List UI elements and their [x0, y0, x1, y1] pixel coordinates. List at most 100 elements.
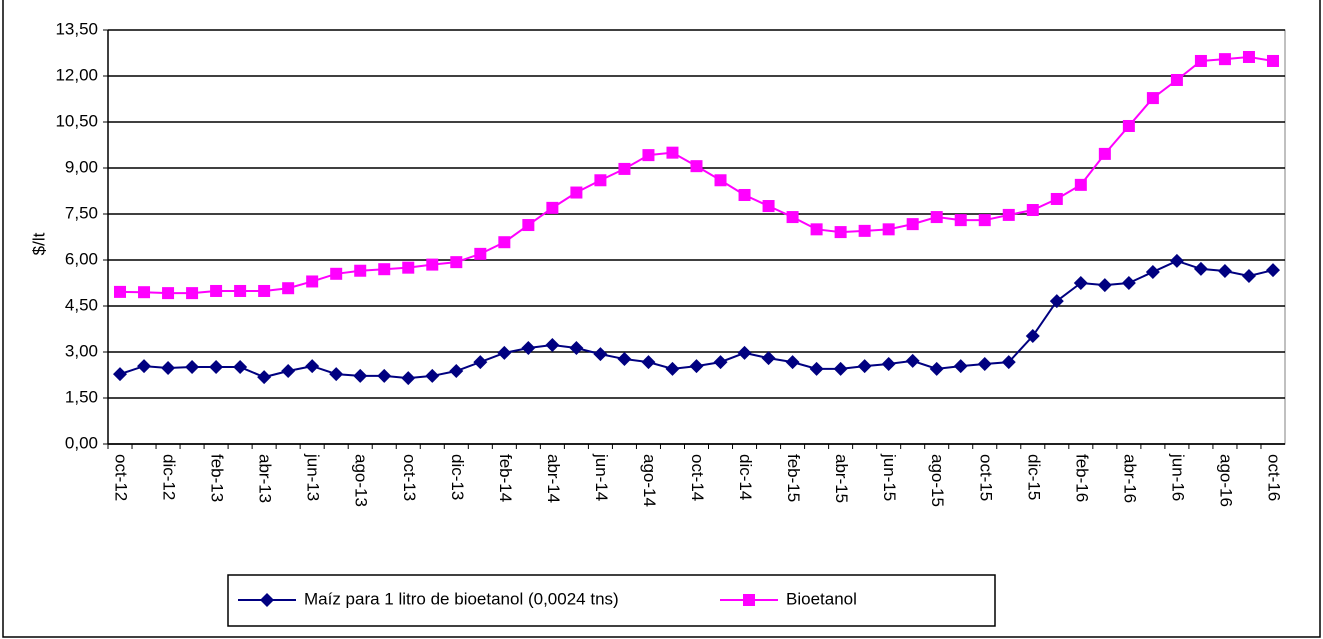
plot-area — [107, 29, 1286, 445]
legend-marker — [260, 593, 274, 607]
data-point — [690, 160, 703, 173]
data-point — [257, 370, 272, 385]
data-point — [186, 287, 199, 300]
data-point — [665, 361, 680, 376]
data-point — [569, 341, 584, 356]
x-tick-label: ago-13 — [352, 454, 371, 507]
x-tick-label: dic-14 — [736, 454, 755, 500]
data-point — [858, 224, 871, 237]
data-point — [954, 214, 967, 227]
data-point — [402, 261, 415, 274]
x-tick-label: dic-15 — [1024, 454, 1043, 500]
data-point — [929, 361, 944, 376]
data-point — [138, 286, 151, 299]
x-tick-label: dic-13 — [448, 454, 467, 500]
data-point — [857, 359, 872, 374]
data-point — [1025, 329, 1040, 344]
data-point — [833, 361, 848, 376]
data-point — [401, 371, 416, 386]
x-tick-label: jun-13 — [304, 453, 323, 501]
legend-marker — [743, 594, 755, 606]
data-point — [234, 284, 247, 297]
y-tick-label: 3,00 — [65, 341, 98, 360]
data-point — [1074, 178, 1087, 191]
y-tick-label: 1,50 — [65, 387, 98, 406]
x-tick-label: oct-13 — [400, 454, 419, 501]
data-point — [617, 352, 632, 367]
data-point — [377, 368, 392, 383]
x-tick-label: oct-12 — [112, 454, 131, 501]
data-point — [761, 351, 776, 366]
x-tick-label: feb-14 — [496, 454, 515, 502]
data-point — [809, 361, 824, 376]
data-point — [306, 275, 319, 288]
y-tick-label: 10,50 — [55, 111, 98, 130]
data-point — [258, 284, 271, 297]
data-point — [882, 223, 895, 236]
data-point — [545, 337, 560, 352]
x-tick-label: oct-14 — [688, 454, 707, 501]
data-point — [1050, 192, 1063, 205]
data-point — [353, 368, 368, 383]
data-point — [762, 200, 775, 213]
legend-box — [227, 574, 996, 627]
data-point — [689, 359, 704, 374]
data-point — [497, 345, 512, 360]
y-tick-label: 9,00 — [65, 157, 98, 176]
data-point — [713, 355, 728, 370]
y-tick-label: 4,50 — [65, 295, 98, 314]
legend: Maíz para 1 litro de bioetanol (0,0024 t… — [227, 574, 996, 627]
x-tick-label: oct-15 — [976, 454, 995, 501]
data-point — [162, 287, 175, 300]
data-point — [474, 247, 487, 260]
x-tick-label: abr-16 — [1120, 454, 1139, 503]
data-point — [1193, 261, 1208, 276]
data-point — [1002, 208, 1015, 221]
data-point — [642, 149, 655, 162]
x-tick-label: abr-13 — [256, 454, 275, 503]
y-tick-label: 0,00 — [65, 433, 98, 452]
x-tick-label: ago-14 — [640, 454, 659, 507]
data-point — [1121, 276, 1136, 290]
data-point — [641, 355, 656, 370]
y-tick-label: 13,50 — [55, 19, 98, 38]
data-point — [1122, 119, 1135, 132]
data-point — [881, 356, 896, 371]
data-point — [1170, 73, 1183, 86]
data-point — [161, 360, 176, 375]
data-point — [786, 211, 799, 224]
x-tick-label: feb-16 — [1072, 454, 1091, 502]
data-point — [1242, 50, 1255, 63]
y-axis-label: $/lt — [29, 232, 48, 255]
data-point — [354, 264, 367, 277]
data-point — [737, 345, 752, 360]
data-point — [1265, 263, 1280, 278]
x-tick-label: feb-15 — [784, 454, 803, 502]
data-point — [233, 360, 248, 375]
data-point — [425, 368, 440, 383]
data-point — [1001, 355, 1016, 370]
data-point — [1266, 54, 1279, 67]
data-point — [185, 360, 200, 375]
x-tick-label: jun-16 — [1168, 453, 1187, 501]
data-point — [978, 214, 991, 227]
data-point — [1026, 204, 1039, 217]
data-point — [522, 219, 535, 232]
x-tick-label: ago-15 — [928, 454, 947, 507]
x-tick-label: jun-15 — [880, 453, 899, 501]
data-point — [785, 355, 800, 370]
data-point — [593, 347, 608, 362]
data-point — [810, 223, 823, 236]
data-point — [594, 174, 607, 187]
x-tick-label: jun-14 — [592, 453, 611, 501]
data-point — [378, 263, 391, 276]
data-point — [1217, 264, 1232, 279]
data-point — [113, 367, 128, 382]
data-point — [450, 256, 463, 269]
data-point — [618, 162, 631, 175]
data-point — [1073, 276, 1088, 290]
data-point — [953, 359, 968, 374]
legend-label: Maíz para 1 litro de bioetanol (0,0024 t… — [304, 589, 619, 608]
x-tick-label: ago-16 — [1216, 454, 1235, 507]
